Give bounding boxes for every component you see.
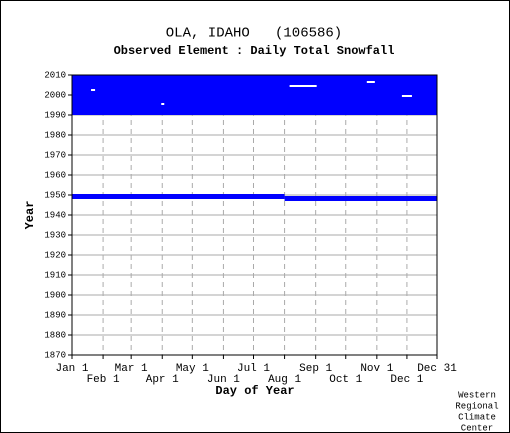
data-range <box>289 85 317 87</box>
x-tick-label: May 1 <box>176 363 209 375</box>
data-range <box>284 196 437 201</box>
y-tick-label: 1990 <box>44 110 66 120</box>
y-tick-label: 1950 <box>44 190 66 200</box>
y-axis-label: Year <box>23 201 37 230</box>
x-axis-label: Day of Year <box>215 384 294 398</box>
y-tick-label: 1870 <box>44 350 66 360</box>
credit-line: Climate <box>458 412 496 422</box>
x-tick-label: Jun 1 <box>207 374 240 386</box>
x-tick-label: Apr 1 <box>146 374 179 386</box>
chart-title: OLA, IDAHO (106586) <box>166 26 342 42</box>
y-tick-label: 1930 <box>44 230 66 240</box>
data-range <box>72 194 285 199</box>
chart-subtitle: Observed Element : Daily Total Snowfall <box>114 44 395 58</box>
data-range <box>72 75 437 115</box>
x-tick-label: Feb 1 <box>87 374 120 386</box>
y-tick-label: 1880 <box>44 330 66 340</box>
plot-border <box>71 74 438 356</box>
y-tick-label: 1940 <box>44 210 66 220</box>
y-tick-label: 2000 <box>44 90 66 100</box>
credit-line: Center <box>461 423 493 433</box>
credit-line: Western <box>458 390 496 400</box>
x-tick-label: Sep 1 <box>299 363 332 375</box>
x-tick-label: Dec 1 <box>390 374 423 386</box>
x-tick-label: Dec 31 <box>417 363 457 375</box>
x-tick-label: Nov 1 <box>360 363 393 375</box>
y-tick-label: 2010 <box>44 70 66 80</box>
y-tick-label: 1970 <box>44 150 66 160</box>
y-tick-label: 1910 <box>44 270 66 280</box>
y-tick-label: 1900 <box>44 290 66 300</box>
credit-line: Regional <box>455 401 498 411</box>
y-tick-label: 1920 <box>44 250 66 260</box>
x-tick-label: Oct 1 <box>329 374 362 386</box>
y-tick-label: 1890 <box>44 310 66 320</box>
x-tick-label: Jul 1 <box>237 363 270 375</box>
data-range <box>401 95 412 97</box>
data-range <box>161 103 165 105</box>
y-tick-label: 1960 <box>44 170 66 180</box>
data-range <box>91 89 96 91</box>
data-range <box>366 81 375 83</box>
y-tick-label: 1980 <box>44 130 66 140</box>
x-tick-label: Aug 1 <box>268 374 301 386</box>
x-tick-label: Jan 1 <box>55 363 88 375</box>
x-tick-label: Mar 1 <box>115 363 148 375</box>
